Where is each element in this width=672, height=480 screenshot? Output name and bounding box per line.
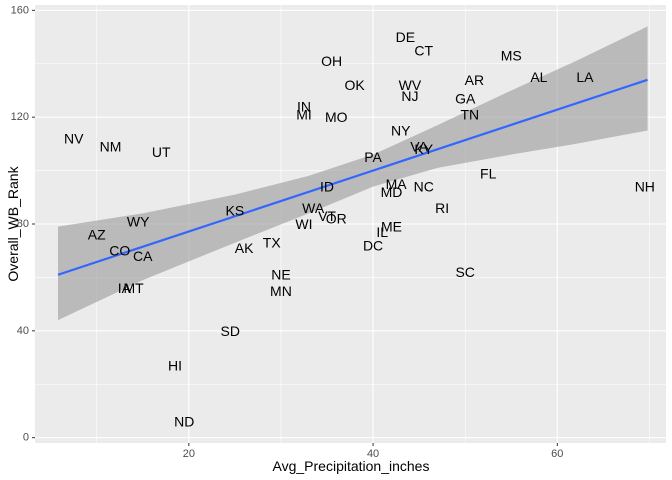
point-label-nm: NM <box>100 139 122 155</box>
point-label-il: IL <box>376 224 388 240</box>
axis-ticks <box>32 9 558 446</box>
x-tick-label: 20 <box>183 448 195 460</box>
point-label-wi: WI <box>295 216 312 232</box>
point-label-id: ID <box>320 179 334 195</box>
point-label-mt: MT <box>123 280 144 296</box>
point-label-nc: NC <box>414 179 434 195</box>
point-label-fl: FL <box>480 165 497 181</box>
point-label-in: IN <box>297 98 311 114</box>
point-label-ok: OK <box>345 77 366 93</box>
point-label-wv: WV <box>399 77 422 93</box>
y-tick-label: 80 <box>17 218 29 230</box>
point-label-hi: HI <box>168 358 182 374</box>
regression-line <box>57 78 648 276</box>
point-label-sd: SD <box>221 323 240 339</box>
point-label-al: AL <box>530 69 547 85</box>
y-tick-label: 120 <box>11 111 29 123</box>
y-tick-label: 160 <box>11 4 29 16</box>
y-axis-title: Overall_WB_Rank <box>5 165 21 281</box>
x-tick-label: 60 <box>551 448 563 460</box>
point-label-va: VA <box>410 139 428 155</box>
point-label-ia: IA <box>118 280 132 296</box>
point-label-de: DE <box>396 29 415 45</box>
point-label-ma: MA <box>386 176 408 192</box>
point-label-mi: MI <box>296 107 312 123</box>
point-label-dc: DC <box>363 237 383 253</box>
point-label-ne: NE <box>271 267 290 283</box>
point-label-or: OR <box>326 211 347 227</box>
point-label-ga: GA <box>455 90 476 106</box>
point-label-ar: AR <box>465 72 484 88</box>
point-label-ak: AK <box>235 240 254 256</box>
point-label-mo: MO <box>325 109 348 125</box>
point-label-ri: RI <box>435 200 449 216</box>
point-label-md: MD <box>381 184 403 200</box>
point-label-tn: TN <box>460 107 479 123</box>
point-label-az: AZ <box>88 227 106 243</box>
y-tick-label: 40 <box>17 325 29 337</box>
point-label-ca: CA <box>133 248 153 264</box>
point-label-co: CO <box>109 243 130 259</box>
major-gridlines <box>35 5 666 443</box>
regression-line-layer <box>57 78 648 276</box>
point-label-wy: WY <box>127 213 150 229</box>
point-label-nd: ND <box>174 414 194 430</box>
x-axis-title: Avg_Precipitation_inches <box>273 458 430 474</box>
point-label-nv: NV <box>64 131 84 147</box>
point-label-ny: NY <box>391 123 411 139</box>
point-label-nj: NJ <box>401 88 418 104</box>
point-label-nh: NH <box>635 179 655 195</box>
x-tick-labels: 20 40 60 <box>183 448 564 460</box>
y-tick-label: 0 <box>23 432 29 444</box>
point-label-tx: TX <box>263 235 282 251</box>
point-label-vt: VT <box>318 208 336 224</box>
point-label-ks: KS <box>226 203 245 219</box>
x-tick-label: 40 <box>367 448 379 460</box>
point-label-pa: PA <box>364 149 382 165</box>
confidence-band-layer <box>58 26 648 321</box>
point-label-ms: MS <box>501 48 522 64</box>
point-label-sc: SC <box>455 264 474 280</box>
y-tick-labels: 0 40 80 120 160 <box>11 4 29 443</box>
point-label-me: ME <box>381 219 402 235</box>
confidence-band <box>58 26 648 321</box>
point-label-mn: MN <box>270 283 292 299</box>
point-label-wa: WA <box>302 200 325 216</box>
point-label-oh: OH <box>321 53 342 69</box>
point-label-ct: CT <box>414 42 433 58</box>
point-label-ut: UT <box>152 144 171 160</box>
point-label-ky: KY <box>414 141 433 157</box>
point-label-la: LA <box>576 69 594 85</box>
